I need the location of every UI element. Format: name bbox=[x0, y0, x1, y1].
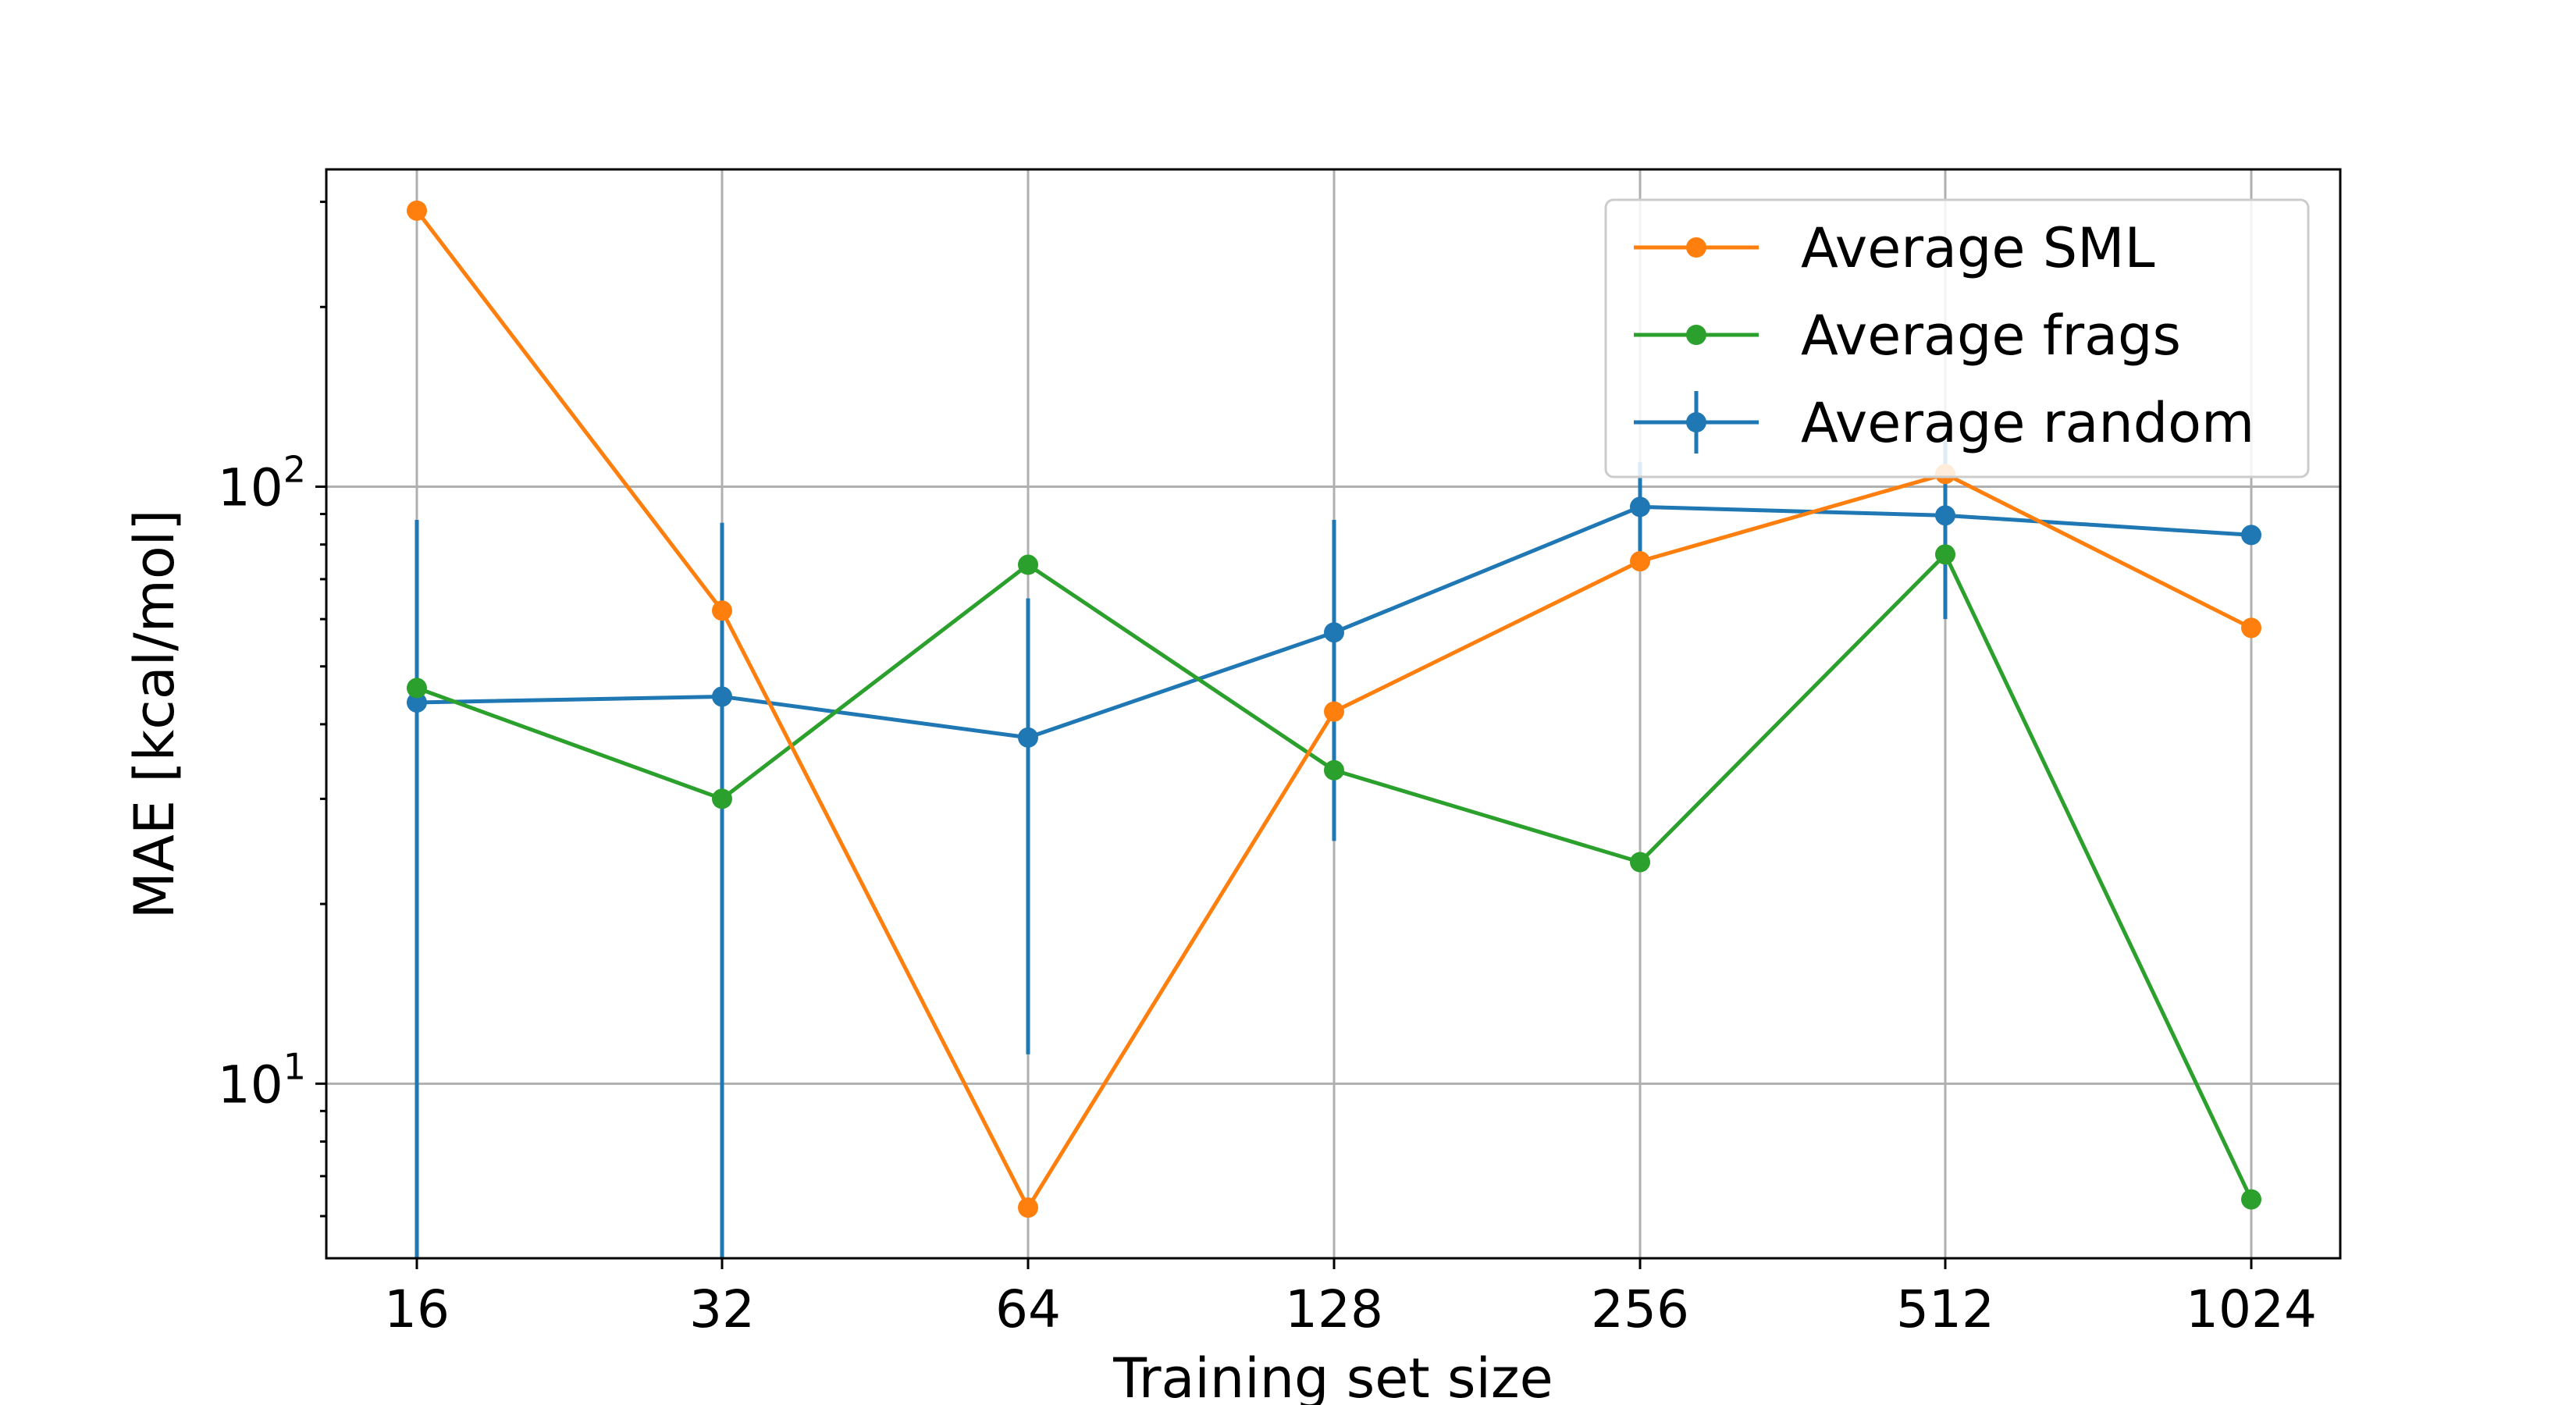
data-point bbox=[2241, 617, 2261, 638]
legend-label: Average frags bbox=[1801, 304, 2181, 368]
x-axis-label: Training set size bbox=[1112, 1346, 1553, 1405]
series-average-frags bbox=[407, 544, 2261, 1210]
data-point bbox=[712, 686, 732, 707]
y-tick-label: 102 bbox=[218, 448, 306, 518]
y-tick-label: 101 bbox=[218, 1045, 306, 1115]
x-tick-label: 1024 bbox=[2186, 1279, 2317, 1339]
x-tick-label: 64 bbox=[995, 1279, 1061, 1339]
data-point bbox=[1630, 551, 1650, 572]
data-point bbox=[1324, 759, 1344, 781]
legend-label: Average SML bbox=[1801, 216, 2155, 280]
x-tick-label: 256 bbox=[1591, 1279, 1689, 1339]
legend-label: Average random bbox=[1801, 391, 2254, 455]
legend-marker bbox=[1686, 237, 1706, 258]
x-tick-label: 128 bbox=[1285, 1279, 1383, 1339]
data-point bbox=[407, 200, 427, 221]
x-tick-label: 32 bbox=[689, 1279, 755, 1339]
series-average-random bbox=[407, 441, 2261, 1258]
legend-item: Average SML bbox=[1634, 216, 2155, 280]
data-point bbox=[1018, 554, 1038, 575]
data-point bbox=[2241, 525, 2261, 546]
y-axis-label: MAE [kcal/mol] bbox=[123, 510, 187, 919]
legend: Average SML Average frags Average random bbox=[1604, 198, 2310, 478]
legend-item: Average random bbox=[1634, 391, 2254, 455]
data-point bbox=[1935, 544, 1955, 565]
x-tick-label: 16 bbox=[384, 1279, 450, 1339]
data-point bbox=[712, 788, 732, 809]
data-point bbox=[1018, 1197, 1038, 1218]
legend-marker bbox=[1686, 412, 1706, 432]
legend-box bbox=[1604, 198, 2310, 478]
legend-marker bbox=[1686, 325, 1706, 345]
data-point bbox=[712, 600, 732, 621]
data-point bbox=[1630, 496, 1650, 518]
data-point bbox=[2241, 1189, 2261, 1210]
data-point bbox=[407, 692, 427, 713]
data-point bbox=[1324, 622, 1344, 643]
data-point bbox=[1324, 701, 1344, 722]
legend-item: Average frags bbox=[1634, 304, 2181, 368]
data-point bbox=[1935, 505, 1955, 526]
x-tick-label: 512 bbox=[1896, 1279, 1994, 1339]
data-point bbox=[1018, 727, 1038, 748]
data-point bbox=[407, 678, 427, 699]
axis-ticks: 16 32 64 128 256 512 1024 101 102 bbox=[218, 201, 2317, 1339]
data-point bbox=[1630, 852, 1650, 873]
